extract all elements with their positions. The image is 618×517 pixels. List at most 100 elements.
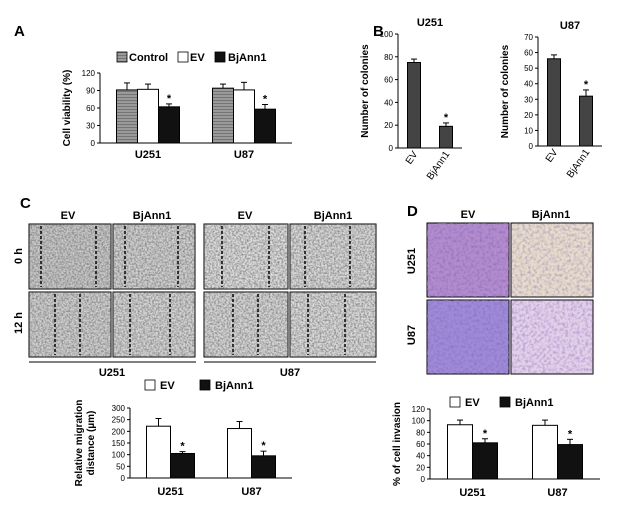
bar-bjann1 xyxy=(472,442,498,480)
legend-label-bjann1: BjAnn1 xyxy=(215,380,254,392)
y-tick-label: 70 xyxy=(524,33,533,42)
y-tick-label: 0 xyxy=(529,142,534,151)
y-tick-label: 120 xyxy=(82,69,96,78)
legend-label-bjann1: BjAnn1 xyxy=(515,397,554,409)
legend-label-ev: EV xyxy=(465,397,480,409)
bar-bjann1 xyxy=(170,453,195,479)
y-axis-label: Relative migration xyxy=(74,400,85,487)
y-tick-label: 60 xyxy=(524,49,533,58)
panel-d-micrographs: EV BjAnn1 U251 U87 xyxy=(406,209,594,375)
legend-swatch-ev xyxy=(144,379,156,391)
panel-d-row-label: U251 xyxy=(406,248,418,274)
y-axis-label: Number of colonies xyxy=(500,44,511,138)
panel-c-col-label: EV xyxy=(238,210,253,222)
micrograph-texture xyxy=(290,292,376,357)
y-tick-label: 100 xyxy=(112,451,126,460)
y-tick-label: 300 xyxy=(112,404,126,413)
chart-title: U251 xyxy=(417,17,443,29)
y-axis-label: Number of colonies xyxy=(360,44,371,138)
bar-bjann1 xyxy=(557,444,583,480)
y-axis-label: distance (µm) xyxy=(86,411,97,476)
x-category-label: U87 xyxy=(234,149,254,161)
bar-ev xyxy=(146,425,171,479)
chart-b-u87: 0 10 20 30 40 50 60 70 EV * BjAnn1 U87 Number of col… xyxy=(500,20,602,180)
micrograph-texture xyxy=(29,292,111,357)
x-category-label: EV xyxy=(404,149,421,167)
y-tick-label: 50 xyxy=(116,462,125,471)
chart-b-u251: 0 20 40 60 80 100 EV * BjAnn1 U251 Number of colon… xyxy=(360,17,462,182)
y-tick-label: 10 xyxy=(524,126,533,135)
bar xyxy=(407,62,421,149)
legend-swatch-ev xyxy=(449,396,461,408)
bar-bjann1 xyxy=(254,108,276,144)
significance-marker: * xyxy=(263,94,268,106)
micrograph-texture xyxy=(204,224,288,289)
x-category-label: U87 xyxy=(241,486,261,498)
significance-marker: * xyxy=(261,440,266,452)
x-category-label: U87 xyxy=(547,487,567,499)
bar-ev xyxy=(227,428,252,479)
panel-label-a: A xyxy=(14,23,25,40)
panel-d-row-label: U87 xyxy=(406,325,418,345)
x-category-label: BjAnn1 xyxy=(565,147,593,180)
micrograph-texture xyxy=(29,224,111,289)
y-tick-label: 0 xyxy=(121,474,126,483)
legend-d: EV BjAnn1 xyxy=(449,396,554,409)
x-category-label: U251 xyxy=(459,487,485,499)
bar-bjann1 xyxy=(158,106,180,144)
y-tick-label: 30 xyxy=(524,95,533,104)
significance-marker: * xyxy=(568,428,573,440)
micrograph-texture xyxy=(204,292,288,357)
bar-ev xyxy=(137,88,159,144)
significance-marker: * xyxy=(167,93,172,105)
legend-label-ev: EV xyxy=(160,380,175,392)
legend-swatch-control xyxy=(116,51,128,63)
y-tick-label: 60 xyxy=(416,440,425,449)
panel-label-d: D xyxy=(407,203,418,220)
bar-ev xyxy=(532,424,558,480)
y-tick-label: 100 xyxy=(380,30,394,39)
y-tick-label: 30 xyxy=(86,122,95,131)
y-tick-label: 20 xyxy=(524,111,533,120)
bar xyxy=(439,125,453,149)
y-tick-label: 40 xyxy=(524,80,533,89)
significance-marker: * xyxy=(483,428,488,440)
bar-control xyxy=(212,87,234,144)
x-category-label: U251 xyxy=(157,486,183,498)
x-category-label: BjAnn1 xyxy=(425,149,453,182)
x-category-label: EV xyxy=(544,147,561,165)
y-tick-label: 0 xyxy=(389,144,394,153)
legend-swatch-bjann1 xyxy=(199,379,211,391)
y-tick-label: 100 xyxy=(412,417,426,426)
y-tick-label: 250 xyxy=(112,416,126,425)
panel-c-row-label: 12 h xyxy=(13,312,25,334)
group-label: U251 xyxy=(99,367,125,379)
legend-label-bjann1: BjAnn1 xyxy=(228,52,267,64)
micrograph-texture xyxy=(290,224,376,289)
legend-swatch-ev xyxy=(177,51,189,63)
y-tick-label: 200 xyxy=(112,427,126,436)
bar-control xyxy=(116,89,138,144)
y-axis-label: % of cell invasion xyxy=(392,402,403,486)
chart-d: 0 20 40 60 80 100 120 * U251 * U87 % of cell invasi… xyxy=(392,402,600,499)
y-tick-label: 80 xyxy=(416,428,425,437)
panel-d-col-label: EV xyxy=(461,209,476,221)
y-tick-label: 20 xyxy=(384,121,393,130)
y-tick-label: 40 xyxy=(384,98,393,107)
legend-swatch-bjann1 xyxy=(499,396,511,408)
stain-texture xyxy=(511,300,593,374)
x-category-label: U251 xyxy=(135,149,161,161)
y-tick-label: 60 xyxy=(384,76,393,85)
panel-d-col-label: BjAnn1 xyxy=(532,209,571,221)
y-tick-label: 150 xyxy=(112,439,126,448)
panel-c-col-label: BjAnn1 xyxy=(133,210,172,222)
y-tick-label: 80 xyxy=(384,53,393,62)
y-tick-label: 90 xyxy=(86,87,95,96)
bar xyxy=(547,58,561,147)
y-tick-label: 20 xyxy=(416,463,425,472)
significance-marker: * xyxy=(444,112,449,124)
y-tick-label: 120 xyxy=(412,405,426,414)
legend-a: Control EV BjAnn1 xyxy=(116,51,267,64)
significance-marker: * xyxy=(180,441,185,453)
